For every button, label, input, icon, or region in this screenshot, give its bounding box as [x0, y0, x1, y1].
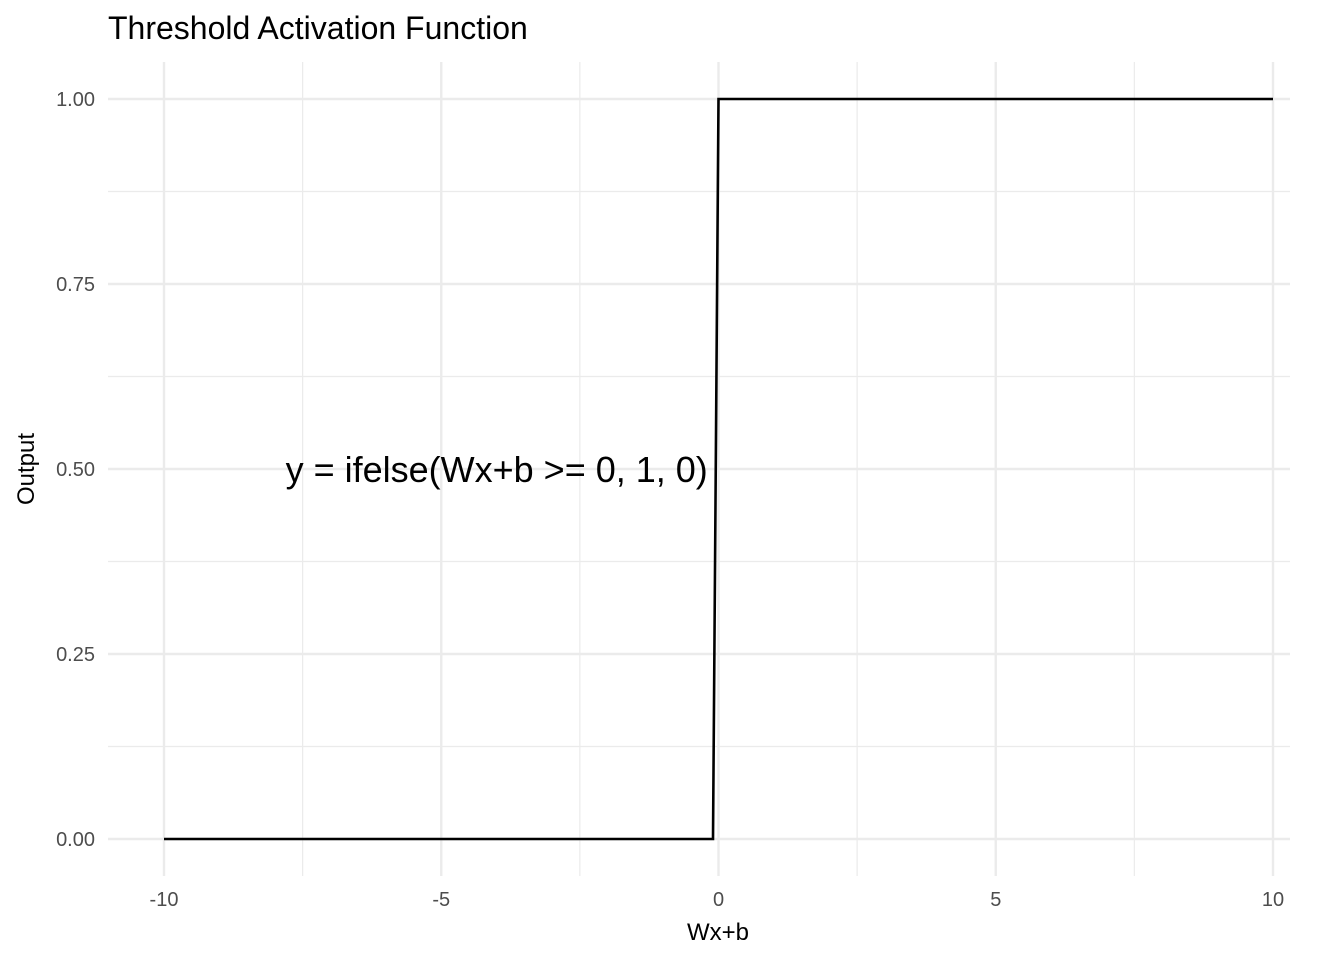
y-tick-labels: 0.00 0.25 0.50 0.75 1.00 [56, 89, 95, 851]
x-tick-label: 5 [990, 889, 1001, 911]
y-tick-label: 1.00 [56, 89, 95, 111]
annotation-layer: y = ifelse(Wx+b >= 0, 1, 0) [286, 449, 708, 490]
x-axis-title: Wx+b [687, 919, 749, 946]
chart-title: Threshold Activation Function [108, 10, 528, 46]
x-tick-label: -5 [432, 889, 450, 911]
y-tick-label: 0.00 [56, 829, 95, 851]
y-tick-label: 0.25 [56, 644, 95, 666]
formula-annotation: y = ifelse(Wx+b >= 0, 1, 0) [286, 449, 708, 490]
series-layer [164, 97, 1273, 841]
x-tick-labels: -10 -5 0 5 10 [150, 889, 1285, 911]
y-tick-label: 0.50 [56, 459, 95, 481]
x-tick-label: 0 [713, 889, 724, 911]
series-line-threshold [164, 97, 1273, 841]
y-axis-title: Output [13, 433, 40, 505]
x-tick-label: -10 [150, 889, 179, 911]
x-tick-label: 10 [1262, 889, 1284, 911]
minor-gridlines [108, 62, 1290, 876]
y-tick-label: 0.75 [56, 274, 95, 296]
